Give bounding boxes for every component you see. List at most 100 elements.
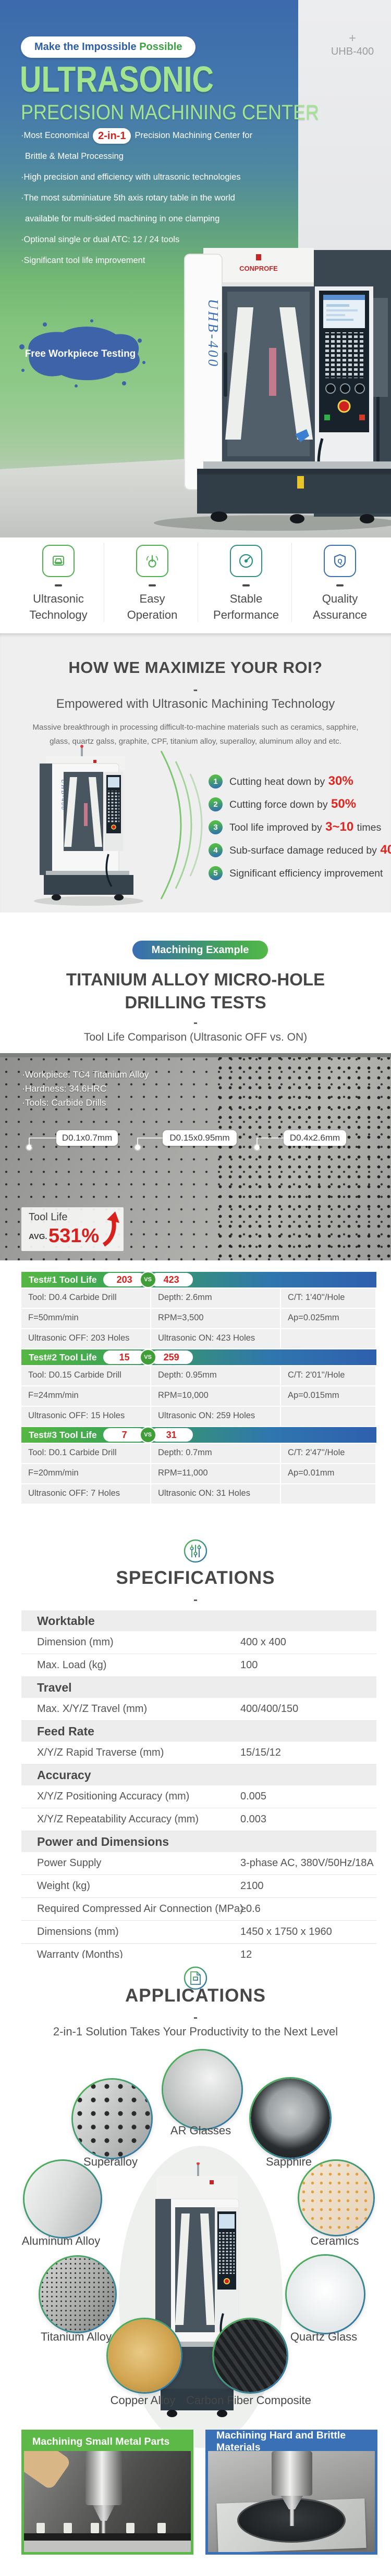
example-title-line1: TITANIUM ALLOY MICRO-HOLE	[66, 970, 325, 989]
emergency-stop-button	[337, 399, 351, 413]
app-label: Titanium Alloy	[40, 2330, 112, 2343]
vs-group: 203 VS 423	[103, 1271, 193, 1288]
app-circle-titanium	[39, 2255, 117, 2333]
dash	[149, 584, 156, 586]
feature-ultrasonic: Ultrasonic Technology	[14, 545, 103, 623]
callout-label: D0.4x2.6mm	[284, 1130, 346, 1146]
off-count-pill: 203	[103, 1273, 146, 1286]
spec-row: X/Y/Z Repeatability Accuracy (mm) 0.003	[21, 1808, 376, 1831]
off-count-pill: 15	[103, 1350, 146, 1364]
features-row: Ultrasonic Technology Easy Operation	[0, 537, 391, 633]
spec-row: Max. X/Y/Z Travel (mm) 400/400/150	[21, 1698, 376, 1721]
vs-badge: VS	[139, 1427, 156, 1443]
feature-quality: Q Quality Assurance	[296, 545, 384, 623]
page-title: ULTRASONIC	[20, 59, 214, 99]
avg-value: 531%	[48, 1225, 100, 1247]
off-count-pill: 7	[103, 1428, 146, 1442]
feature-label: Quality Assurance	[313, 592, 367, 621]
ultrasonic-icon	[42, 545, 75, 577]
callout-dot	[27, 1145, 32, 1150]
spec-section-header: Power and Dimensions	[21, 1831, 376, 1852]
shield-icon: Q	[324, 545, 356, 577]
model-label-vertical: UHB-400	[205, 299, 221, 368]
drilling-test-photo: ·Workpiece: TC4 Titanium Alloy ·Hardness…	[0, 1053, 391, 1260]
feature-stable: Stable Performance	[202, 545, 290, 623]
gauge-icon	[230, 545, 262, 577]
bullet-line: ·Significant tool life improvement	[21, 256, 145, 265]
roi-benefit: 3 Tool life improved by 3~10 times	[209, 816, 381, 839]
roi-benefit: 5 Significant efficiency improvement	[209, 861, 383, 884]
vs-badge: VS	[139, 1271, 156, 1288]
dash	[55, 584, 62, 586]
model-name: UHB-400	[331, 46, 374, 57]
sliders-icon	[184, 1539, 207, 1563]
callout-connectors	[29, 1137, 284, 1147]
test-header: Test#2 Tool Life 15 VS 259	[21, 1349, 376, 1366]
vs-badge: VS	[139, 1349, 156, 1366]
dash	[336, 584, 344, 586]
panel-small-metal-parts: Machining Small Metal Parts	[21, 2430, 193, 2555]
badge-text-blue: Make the Impossible	[34, 41, 137, 53]
arrow-up-icon	[102, 1211, 119, 1247]
vs-group: 7 VS 31	[103, 1427, 193, 1443]
two-in-one-pill: 2-in-1	[93, 128, 131, 144]
free-testing-badge: Free Workpiece Testing	[19, 319, 145, 387]
spec-row: X/Y/Z Rapid Traverse (mm) 15/15/12	[21, 1742, 376, 1765]
avg-label: AVG.	[29, 1232, 47, 1241]
machining-example-header: Machining Example TITANIUM ALLOY MICRO-H…	[0, 912, 391, 1053]
spec-row: Required Compressed Air Connection (MPa)…	[21, 1898, 376, 1921]
panel-photo	[208, 2451, 375, 2552]
test-results-section: Test#1 Tool Life 203 VS 423 Tool: D0.4 C…	[0, 1267, 391, 1511]
app-label: Copper Alloy	[110, 2394, 176, 2407]
app-circle-aluminum	[23, 2159, 102, 2239]
document-icon	[184, 1966, 207, 1990]
panel-photo	[24, 2451, 191, 2552]
test-grid: Tool: D0.4 Carbide Drill Depth: 2.6mm C/…	[21, 1289, 376, 1348]
bullet-line: ·Most Economical 2-in-1 Precision Machinin…	[21, 125, 282, 146]
on-count-pill: 423	[150, 1273, 193, 1286]
panel-hard-brittle-materials: Machining Hard and Brittle Materials	[205, 2430, 377, 2555]
test-grid: Tool: D0.1 Carbide Drill Depth: 0.7mm C/…	[21, 1444, 376, 1504]
app-circle-sapphire	[249, 2077, 332, 2159]
bullet-line: ·Optional single or dual ATC: 12 / 24 to…	[21, 235, 180, 244]
machine-illustration: CONPROFE UHB-400	[154, 248, 391, 531]
test-grid: Tool: D0.15 Carbide Drill Depth: 0.95mm …	[21, 1366, 376, 1426]
spec-row: Dimension (mm) 400 x 400	[21, 1631, 376, 1654]
on-count-pill: 259	[150, 1350, 193, 1364]
roi-benefit-list: 1 Cutting heat down by 30% 2 Cutting for…	[209, 770, 391, 884]
number-badge: 4	[209, 843, 223, 857]
feature-easy-operation: Easy Operation	[108, 545, 197, 623]
specs-title: SPECIFICATIONS	[116, 1568, 275, 1588]
feature-label: Stable Performance	[213, 592, 279, 621]
plus-icon: +	[348, 31, 356, 45]
spec-section-header: Feed Rate	[21, 1721, 376, 1742]
callout-label: D0.15x0.95mm	[163, 1130, 237, 1146]
on-count-pill: 31	[150, 1428, 193, 1442]
specs-table: Worktable Dimension (mm) 400 x 400 Max. L…	[21, 1610, 376, 1967]
app-circle-ceramics	[298, 2159, 375, 2236]
bullet-line: ·High precision and efficiency with ultr…	[21, 172, 241, 182]
test-table: Test#1 Tool Life 203 VS 423 Tool: D0.4 C…	[21, 1271, 376, 1505]
test-header: Test#1 Tool Life 203 VS 423	[21, 1271, 376, 1288]
touch-icon	[136, 545, 168, 577]
brand-logo: CONPROFE	[239, 265, 278, 272]
machining-example-pill: Machining Example	[132, 941, 268, 959]
dash: -	[193, 2010, 198, 2024]
applications-section: APPLICATIONS - 2-in-1 Solution Takes You…	[0, 1958, 391, 2576]
number-badge: 3	[209, 820, 223, 834]
app-label: AR Glasses	[170, 2124, 231, 2137]
spec-row: Dimensions (mm) 1450 x 1750 x 1960	[21, 1921, 376, 1944]
roi-desc-line: glass, quartz galss, graphite, CPF, tita…	[50, 737, 341, 746]
ultrasonic-waves-graphic	[160, 751, 203, 899]
dash: -	[193, 1593, 198, 1607]
app-circle-ar-glasses	[162, 2049, 243, 2130]
app-label: Ceramics	[310, 2234, 359, 2247]
app-label: Quartz Glass	[290, 2330, 358, 2343]
number-badge: 5	[209, 866, 223, 880]
example-subtitle: Tool Life Comparison (Ultrasonic OFF vs.…	[83, 1031, 308, 1043]
page-subtitle: PRECISION MACHINING CENTER	[21, 101, 320, 124]
roi-desc-line: Massive breakthrough in processing diffi…	[32, 723, 359, 732]
number-badge: 2	[209, 797, 223, 811]
tool-life-label: Tool Life	[29, 1211, 68, 1223]
hero-section: + UHB-400 Make the Impossible Possible U…	[0, 0, 391, 537]
